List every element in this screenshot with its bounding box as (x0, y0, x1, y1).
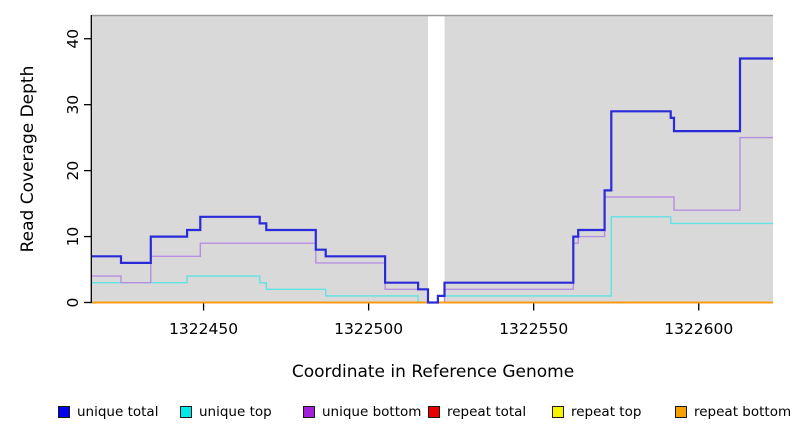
x-tick-label: 1322600 (664, 320, 733, 338)
legend-item-unique-total: unique total (58, 400, 158, 424)
legend-label-repeat-top: repeat top (571, 404, 642, 420)
x-tick-label: 1322450 (169, 320, 238, 338)
legend-item-repeat-total: repeat total (428, 400, 526, 424)
legend-label-repeat-total: repeat total (447, 404, 527, 420)
legend-swatch-repeat-total (428, 406, 440, 418)
legend-label-unique-bottom: unique bottom (322, 404, 422, 420)
y-tick-label: 0 (64, 298, 82, 308)
x-axis-title: Coordinate in Reference Genome (292, 362, 574, 382)
y-tick-label: 30 (64, 95, 82, 115)
legend-swatch-unique-total (58, 406, 70, 418)
y-tick-label: 20 (64, 161, 82, 181)
y-tick-label: 10 (64, 227, 82, 247)
legend-swatch-unique-top (180, 406, 192, 418)
legend: unique total unique top unique bottom repea… (0, 400, 792, 424)
legend-item-unique-bottom: unique bottom (303, 400, 421, 424)
x-tick-label: 1322500 (334, 320, 403, 338)
y-tick-label: 40 (64, 29, 82, 49)
coverage-gap-band (428, 16, 445, 303)
x-tick-label: 1322550 (499, 320, 568, 338)
y-axis-title: Read Coverage Depth (18, 66, 38, 253)
legend-item-repeat-top: repeat top (552, 400, 641, 424)
series-unique-total-line (92, 57, 773, 304)
series-unique-top-line (92, 216, 773, 304)
legend-swatch-repeat-bottom (675, 406, 687, 418)
legend-label-repeat-bottom: repeat bottom (694, 404, 792, 420)
legend-label-unique-total: unique total (77, 404, 159, 420)
legend-item-unique-top: unique top (180, 400, 272, 424)
legend-swatch-repeat-top (552, 406, 564, 418)
legend-swatch-unique-bottom (303, 406, 315, 418)
legend-item-repeat-bottom: repeat bottom (675, 400, 791, 424)
legend-label-unique-top: unique top (199, 404, 272, 420)
